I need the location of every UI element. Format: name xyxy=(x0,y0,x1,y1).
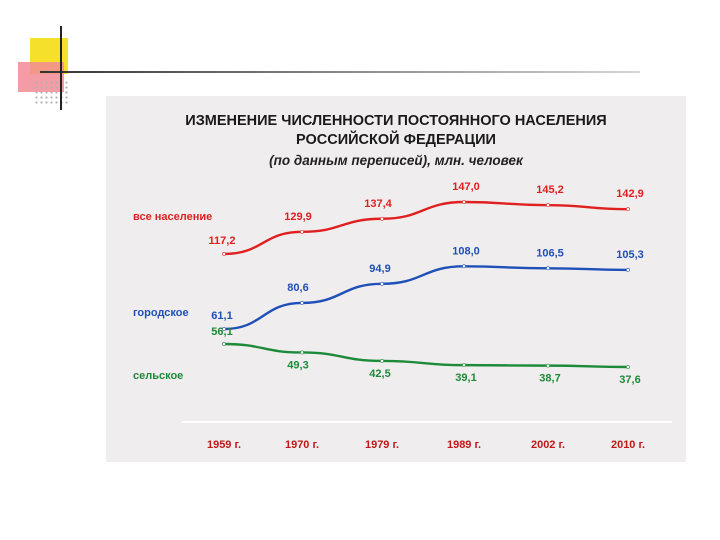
data-label: 42,5 xyxy=(369,368,390,380)
x-tick-label: 2002 г. xyxy=(531,439,565,451)
x-tick-label: 1979 г. xyxy=(365,439,399,451)
data-label: 49,3 xyxy=(287,359,308,371)
chart-title-line1: ИЗМЕНЕНИЕ ЧИСЛЕННОСТИ ПОСТОЯННОГО НАСЕЛЕ… xyxy=(185,113,607,129)
data-label: 147,0 xyxy=(452,181,480,193)
data-label: 137,4 xyxy=(364,198,392,210)
data-point xyxy=(222,327,226,331)
series-line-3 xyxy=(223,342,629,369)
data-label: 37,6 xyxy=(619,374,640,386)
data-label: 145,2 xyxy=(536,184,564,196)
x-tick-label: 1959 г. xyxy=(207,439,241,451)
x-tick-label: 1989 г. xyxy=(447,439,481,451)
data-label: 108,0 xyxy=(452,245,480,257)
data-point xyxy=(546,363,550,368)
data-point xyxy=(300,229,304,234)
x-tick-label: 1970 г. xyxy=(285,439,319,451)
series-line-2 xyxy=(223,265,629,331)
data-label: 106,5 xyxy=(536,247,564,259)
data-label: 94,9 xyxy=(369,263,390,275)
data-point xyxy=(300,350,304,355)
series-line-1 xyxy=(223,200,629,256)
data-point xyxy=(546,203,550,208)
data-point xyxy=(380,359,384,363)
data-label: 142,9 xyxy=(616,188,644,200)
data-point xyxy=(462,363,466,368)
legend-label: все население xyxy=(133,211,212,223)
data-point xyxy=(462,264,466,269)
data-label: 105,3 xyxy=(616,249,644,261)
data-label: 117,2 xyxy=(209,235,236,247)
legend-label: городское xyxy=(133,307,189,319)
data-point xyxy=(222,252,226,256)
data-label: 38,7 xyxy=(539,373,560,385)
legend-label: сельское xyxy=(133,370,183,382)
x-tick-label: 2010 г. xyxy=(611,439,645,451)
data-point xyxy=(462,200,466,204)
data-point xyxy=(626,268,630,272)
data-point xyxy=(626,365,630,369)
data-point xyxy=(300,301,304,305)
data-point xyxy=(380,281,384,286)
data-point xyxy=(222,342,226,346)
decor-vertical-line xyxy=(60,26,62,110)
data-label: 39,1 xyxy=(455,372,476,384)
chart-title-line2: РОССИЙСКОЙ ФЕДЕРАЦИИ xyxy=(296,132,496,148)
decor-horizontal-line xyxy=(40,71,640,73)
data-point xyxy=(380,216,384,221)
data-label: 56,1 xyxy=(211,326,232,338)
chart-subtitle: (по данным переписей), млн. человек xyxy=(269,153,523,168)
data-label: 80,6 xyxy=(287,282,308,294)
line-chart: 117,2 129,9 137,4 147,0 145,2 142,9 все населе… xyxy=(133,181,672,451)
chart-panel: ИЗМЕНЕНИЕ ЧИСЛЕННОСТИ ПОСТОЯННОГО НАСЕЛЕ… xyxy=(106,96,686,462)
data-point xyxy=(546,266,550,271)
decor-dot-pattern xyxy=(34,80,68,106)
data-label: 61,1 xyxy=(211,310,232,322)
data-label: 129,9 xyxy=(284,211,312,223)
data-point xyxy=(626,207,630,212)
